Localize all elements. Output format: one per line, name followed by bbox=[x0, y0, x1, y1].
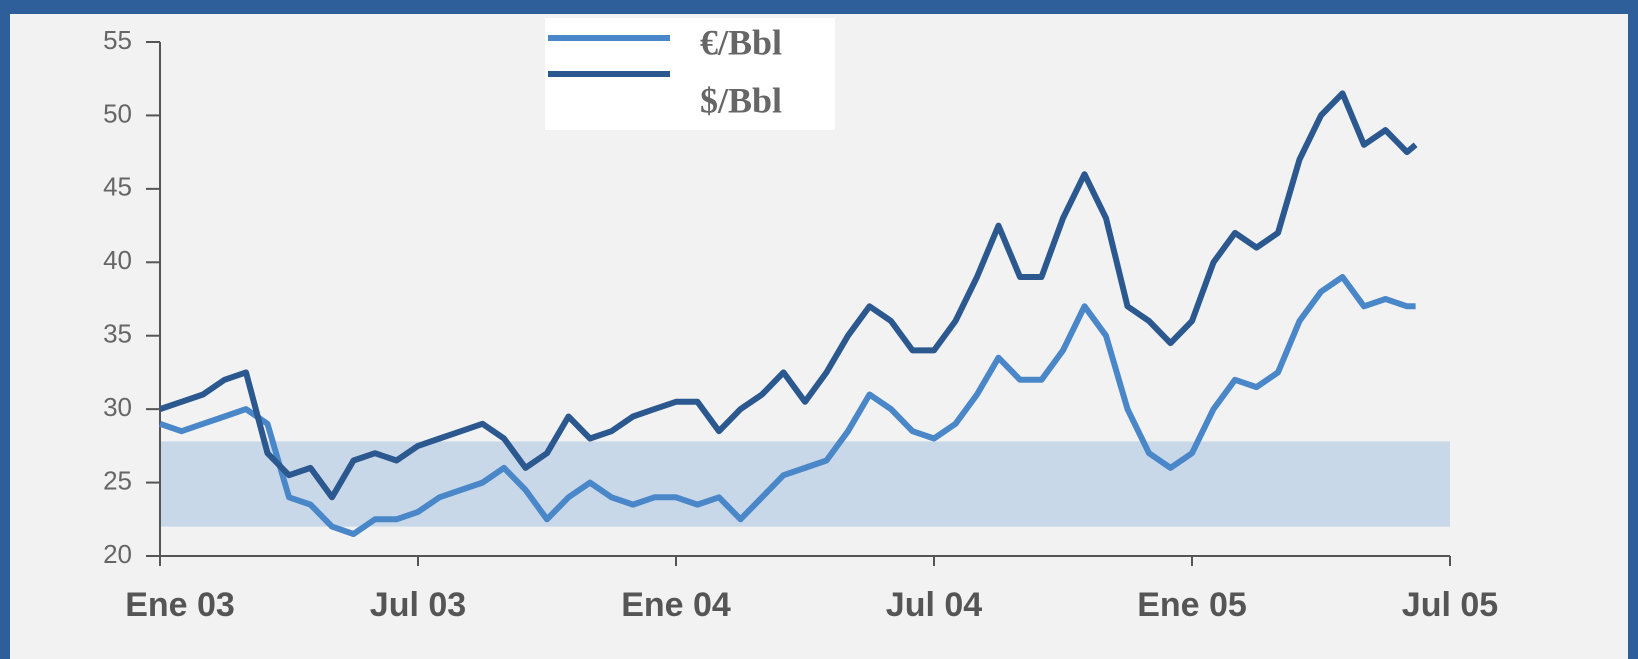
y-tick-label: 30 bbox=[103, 392, 132, 422]
x-tick-label: Jul 04 bbox=[886, 586, 982, 624]
x-tick-label: Ene 05 bbox=[1137, 586, 1247, 624]
y-tick-label: 45 bbox=[103, 172, 132, 202]
y-tick-label: 25 bbox=[103, 465, 132, 495]
x-tick-label: Jul 03 bbox=[370, 586, 466, 624]
legend-label: €/Bbl bbox=[700, 22, 782, 62]
line-series bbox=[159, 274, 1416, 537]
y-tick-label: 35 bbox=[103, 319, 132, 349]
x-tick-label: Ene 03 bbox=[125, 586, 235, 624]
x-tick-label: Ene 04 bbox=[621, 586, 731, 624]
line-series bbox=[159, 90, 1418, 501]
y-tick-label: 55 bbox=[103, 25, 132, 55]
legend-label: $/Bbl bbox=[700, 80, 782, 120]
price-band bbox=[160, 441, 1450, 527]
y-tick-label: 20 bbox=[103, 539, 132, 569]
y-tick-label: 50 bbox=[103, 98, 132, 128]
y-tick-label: 40 bbox=[103, 245, 132, 275]
x-tick-label: Jul 05 bbox=[1402, 586, 1498, 624]
